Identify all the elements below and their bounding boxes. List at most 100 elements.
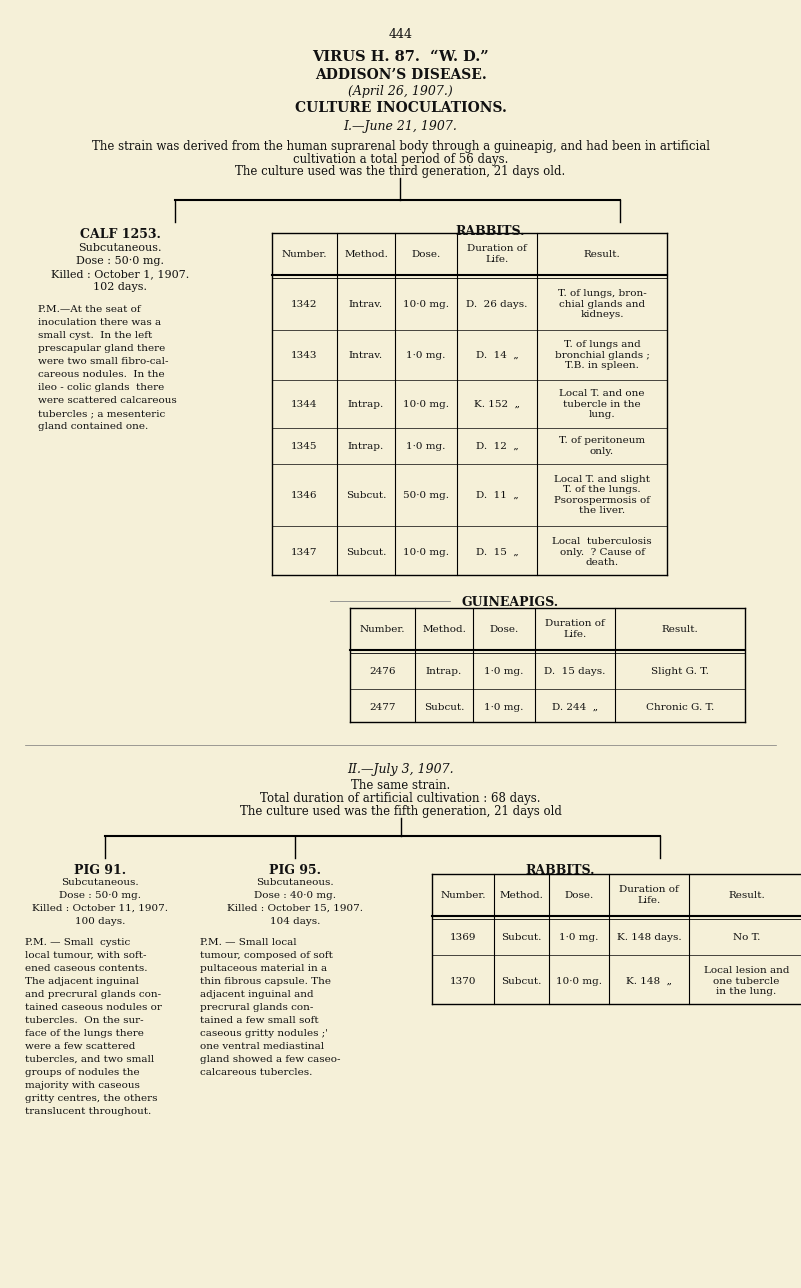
Text: T. of peritoneum
only.: T. of peritoneum only. [559,437,645,456]
Text: inoculation there was a: inoculation there was a [38,318,161,327]
Text: The strain was derived from the human suprarenal body through a guineapig, and h: The strain was derived from the human su… [91,140,710,153]
Text: 2477: 2477 [369,702,396,711]
Text: gland showed a few caseo-: gland showed a few caseo- [200,1055,340,1064]
Text: Total duration of artificial cultivation : 68 days.: Total duration of artificial cultivation… [260,792,541,805]
Text: pultaceous material in a: pultaceous material in a [200,963,327,972]
Text: Intrav.: Intrav. [349,300,383,309]
Text: Dose.: Dose. [565,890,594,899]
Text: were scattered calcareous: were scattered calcareous [38,395,177,404]
Text: 444: 444 [388,28,413,41]
Text: Subcutaneous.: Subcutaneous. [256,878,334,887]
Text: Killed : October 1, 1907.: Killed : October 1, 1907. [51,269,189,279]
Text: adjacent inguinal and: adjacent inguinal and [200,990,314,999]
Text: 10·0 mg.: 10·0 mg. [556,976,602,985]
Text: 10·0 mg.: 10·0 mg. [403,399,449,408]
Text: Subcutaneous.: Subcutaneous. [61,878,139,887]
Text: 1·0 mg.: 1·0 mg. [406,350,445,359]
Text: one ventral mediastinal: one ventral mediastinal [200,1042,324,1051]
Text: cultivation a total period of 56 days.: cultivation a total period of 56 days. [293,153,508,166]
Text: tained caseous nodules or: tained caseous nodules or [25,1003,162,1012]
Text: ADDISON’S DISEASE.: ADDISON’S DISEASE. [315,68,486,82]
Text: precrural glands con-: precrural glands con- [200,1003,313,1012]
Text: Local T. and slight
T. of the lungs.
Psorospermosis of
the liver.: Local T. and slight T. of the lungs. Pso… [554,475,650,515]
Text: CALF 1253.: CALF 1253. [79,228,160,241]
Text: Result.: Result. [584,250,621,259]
Text: K. 152  „: K. 152 „ [474,399,520,408]
Text: The same strain.: The same strain. [351,779,450,792]
Text: 1·0 mg.: 1·0 mg. [485,702,524,711]
Text: were two small fibro-cal-: were two small fibro-cal- [38,357,168,366]
Text: T. of lungs and
bronchial glands ;
T.B. in spleen.: T. of lungs and bronchial glands ; T.B. … [554,340,650,370]
Text: 1346: 1346 [292,491,318,500]
Text: D.  15  „: D. 15 „ [476,547,518,556]
Text: The culture used was the third generation, 21 days old.: The culture used was the third generatio… [235,165,566,178]
Text: Killed : October 15, 1907.: Killed : October 15, 1907. [227,904,363,913]
Text: Subcutaneous.: Subcutaneous. [78,243,162,252]
Text: translucent throughout.: translucent throughout. [25,1106,151,1115]
Text: careous nodules.  In the: careous nodules. In the [38,370,165,379]
Text: GUINEAPIGS.: GUINEAPIGS. [461,596,558,609]
Text: tumour, composed of soft: tumour, composed of soft [200,951,333,960]
Text: 1370: 1370 [449,976,477,985]
Text: 10·0 mg.: 10·0 mg. [403,300,449,309]
Text: Number.: Number. [360,625,405,634]
Text: 1344: 1344 [292,399,318,408]
Text: Duration of
Life.: Duration of Life. [619,885,679,904]
Text: The adjacent inguinal: The adjacent inguinal [25,978,139,987]
Text: RABBITS.: RABBITS. [525,864,595,877]
Text: Local lesion and
one tubercle
in the lung.: Local lesion and one tubercle in the lun… [704,966,789,996]
Text: PIG 91.: PIG 91. [74,864,126,877]
Text: Subcut.: Subcut. [346,491,386,500]
Text: caseous gritty nodules ;': caseous gritty nodules ;' [200,1029,328,1038]
Text: The culture used was the fifth generation, 21 days old: The culture used was the fifth generatio… [239,805,562,818]
Text: 102 days.: 102 days. [93,282,147,292]
Text: No T.: No T. [733,933,760,942]
Text: Intrap.: Intrap. [426,666,462,675]
Text: 10·0 mg.: 10·0 mg. [403,547,449,556]
Text: ileo - colic glands  there: ileo - colic glands there [38,383,164,392]
Text: Intrap.: Intrap. [348,399,384,408]
Text: II.—July 3, 1907.: II.—July 3, 1907. [347,762,454,775]
Text: K. 148 days.: K. 148 days. [617,933,682,942]
Text: D.  11  „: D. 11 „ [476,491,518,500]
Text: PIG 95.: PIG 95. [269,864,321,877]
Text: ened caseous contents.: ened caseous contents. [25,963,147,972]
Text: Method.: Method. [344,250,388,259]
Text: Subcut.: Subcut. [424,702,465,711]
Text: tubercles ; a mesenteric: tubercles ; a mesenteric [38,410,165,419]
Text: 50·0 mg.: 50·0 mg. [403,491,449,500]
Text: tubercles, and two small: tubercles, and two small [25,1055,155,1064]
Text: were a few scattered: were a few scattered [25,1042,135,1051]
Text: CULTURE INOCULATIONS.: CULTURE INOCULATIONS. [295,100,506,115]
Text: Duration of
Life.: Duration of Life. [545,620,605,639]
Text: 104 days.: 104 days. [270,917,320,926]
Text: P.M. — Small  cystic: P.M. — Small cystic [25,938,131,947]
Text: Intrap.: Intrap. [348,442,384,451]
Text: P.M.—At the seat of: P.M.—At the seat of [38,305,141,314]
Text: D.  26 days.: D. 26 days. [466,300,528,309]
Text: Dose : 50·0 mg.: Dose : 50·0 mg. [59,891,141,900]
Text: I.—June 21, 1907.: I.—June 21, 1907. [344,120,457,133]
Text: Subcut.: Subcut. [501,976,541,985]
Text: Number.: Number. [282,250,328,259]
Text: T. of lungs, bron-
chial glands and
kidneys.: T. of lungs, bron- chial glands and kidn… [557,289,646,319]
Text: Local  tuberculosis
only.  ? Cause of
death.: Local tuberculosis only. ? Cause of deat… [552,537,652,567]
Text: 1343: 1343 [292,350,318,359]
Text: calcareous tubercles.: calcareous tubercles. [200,1068,312,1077]
Text: 1·0 mg.: 1·0 mg. [559,933,598,942]
Text: Killed : October 11, 1907.: Killed : October 11, 1907. [32,904,168,913]
Text: Dose : 50·0 mg.: Dose : 50·0 mg. [76,256,164,267]
Text: 1342: 1342 [292,300,318,309]
Text: VIRUS H. 87.  “W. D.”: VIRUS H. 87. “W. D.” [312,50,489,64]
Text: 1347: 1347 [292,547,318,556]
Text: 100 days.: 100 days. [74,917,125,926]
Text: Result.: Result. [662,625,698,634]
Text: Duration of
Life.: Duration of Life. [467,245,527,264]
Text: Result.: Result. [728,890,765,899]
Text: 1·0 mg.: 1·0 mg. [406,442,445,451]
Text: small cyst.  In the left: small cyst. In the left [38,331,152,340]
Text: D.  12  „: D. 12 „ [476,442,518,451]
Text: D.  15 days.: D. 15 days. [545,666,606,675]
Text: D. 244  „: D. 244 „ [552,702,598,711]
Text: Method.: Method. [500,890,543,899]
